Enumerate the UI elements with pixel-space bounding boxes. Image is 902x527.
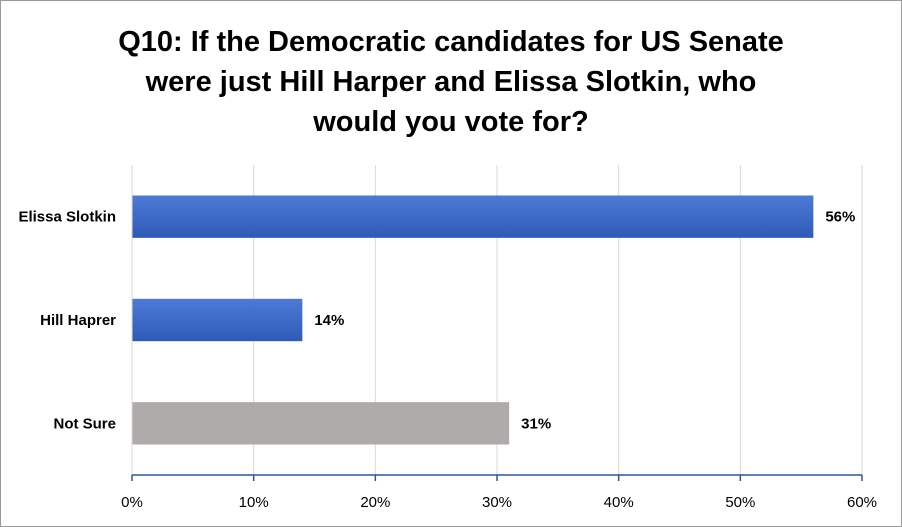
x-tick-label: 20% — [360, 494, 390, 511]
bar-3 — [132, 402, 510, 445]
x-tick-label: 30% — [482, 494, 512, 511]
x-tick-label: 50% — [725, 494, 755, 511]
chart-title-line-1: Q10: If the Democratic candidates for US… — [118, 26, 784, 58]
category-label: Not Sure — [53, 415, 116, 432]
data-label: 14% — [314, 312, 344, 329]
chart-title: Q10: If the Democratic candidates for US… — [0, 22, 902, 142]
x-axis — [131, 165, 863, 481]
bars — [132, 195, 814, 445]
data-label: 31% — [521, 415, 551, 432]
x-tick-label: 60% — [847, 494, 877, 511]
chart-title-line-3: would you vote for? — [313, 106, 589, 138]
data-label: 56% — [825, 209, 855, 226]
x-tick-label: 0% — [121, 494, 143, 511]
labels: 0% 10% 20% 30% 40% 50% 60% Elissa Slotkin 56% Hil… — [18, 209, 877, 511]
x-tick-label: 10% — [239, 494, 269, 511]
category-label: Hill Haprer — [40, 312, 116, 329]
category-label: Elissa Slotkin — [18, 209, 116, 226]
x-tick-label: 40% — [604, 494, 634, 511]
chart-title-line-2: were just Hill Harper and Elissa Slotkin… — [145, 66, 757, 98]
bar-1 — [132, 195, 814, 238]
bar-2 — [132, 298, 303, 342]
